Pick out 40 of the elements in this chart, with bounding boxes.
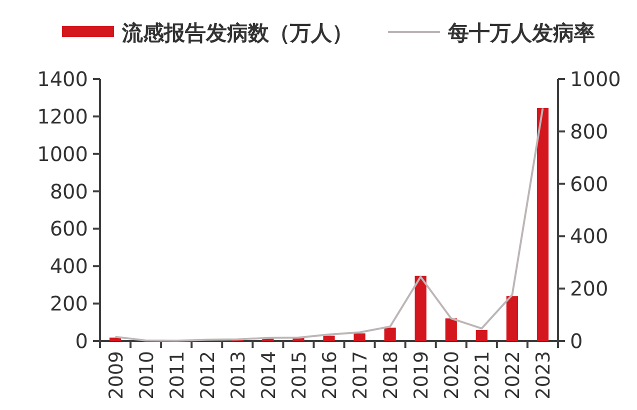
y2-tick-label: 200 <box>570 276 608 301</box>
x-tick-label: 2009 <box>105 351 128 400</box>
bar <box>506 296 518 341</box>
y2-tick-label: 400 <box>570 224 608 248</box>
x-tick-label: 2018 <box>380 351 402 400</box>
bar <box>323 336 335 341</box>
legend-label: 流感报告发病数（万人） <box>121 21 353 45</box>
x-tick-label: 2011 <box>166 351 188 400</box>
y-tick-label: 400 <box>50 254 88 278</box>
bar <box>384 328 396 341</box>
y-tick-label: 200 <box>50 292 88 316</box>
y2-tick-label: 600 <box>570 172 608 196</box>
y2-tick-label: 800 <box>570 119 608 144</box>
y-tick-label: 800 <box>50 179 88 204</box>
legend-label: 每十万人发病率 <box>447 21 595 45</box>
x-tick-label: 2020 <box>441 351 464 400</box>
y-tick-label: 1200 <box>37 104 88 128</box>
x-tick-label: 2013 <box>227 351 250 400</box>
x-tick-label: 2015 <box>288 351 310 400</box>
y-tick-label: 600 <box>50 216 88 241</box>
x-tick-label: 2012 <box>196 351 219 400</box>
x-tick-label: 2014 <box>258 351 280 400</box>
bar <box>445 318 457 341</box>
y-tick-label: 1000 <box>37 142 88 166</box>
y2-tick-label: 0 <box>570 329 583 353</box>
line-series <box>114 107 544 342</box>
x-tick-label: 2019 <box>410 351 433 400</box>
x-tick-label: 2016 <box>319 351 341 400</box>
x-tick-label: 2022 <box>502 351 524 400</box>
y-tick-label: 0 <box>75 329 88 353</box>
y-tick-label: 1400 <box>37 67 88 91</box>
x-tick-label: 2021 <box>472 351 494 400</box>
bar <box>476 330 488 341</box>
bar <box>536 108 549 341</box>
x-tick-label: 2010 <box>136 351 158 400</box>
y2-tick-label: 1000 <box>570 67 621 91</box>
x-tick-label: 2017 <box>350 351 372 400</box>
bar <box>354 333 366 341</box>
x-tick-label: 2023 <box>532 351 555 400</box>
bar <box>414 276 426 341</box>
